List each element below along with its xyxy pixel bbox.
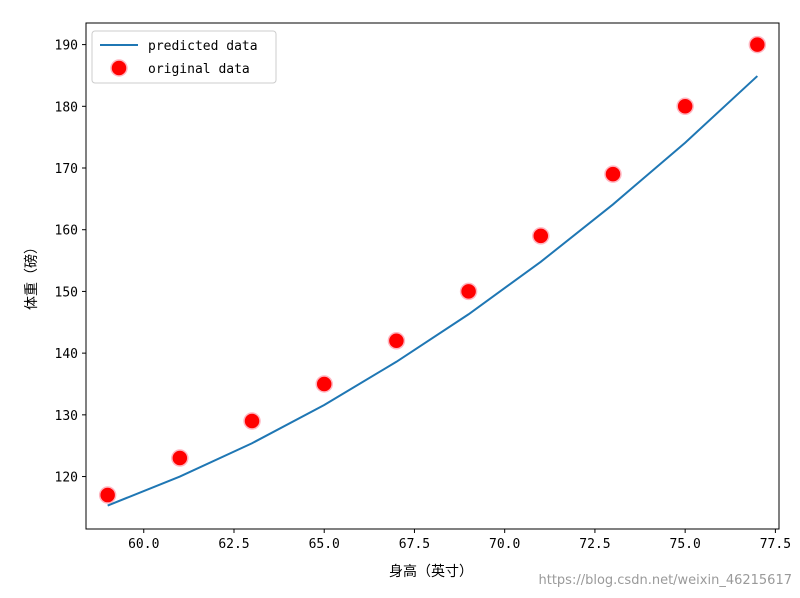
axes-frame <box>85 22 780 530</box>
x-axis: 60.0 62.5 65.0 67.5 70.0 72.5 75.0 77.5 <box>128 529 791 552</box>
legend-label-predicted: predicted data <box>148 39 258 54</box>
y-axis: 120 130 140 150 160 170 180 190 <box>55 39 86 486</box>
y-tick-label: 170 <box>55 162 78 177</box>
y-axis-label: 体重（磅） <box>23 240 40 310</box>
x-tick-label: 77.5 <box>760 537 791 552</box>
original-data-point <box>604 165 622 183</box>
predicted-data-line <box>107 75 759 507</box>
y-tick-label: 120 <box>55 471 78 486</box>
y-tick-label: 150 <box>55 285 78 300</box>
watermark: https://blog.csdn.net/weixin_46215617 <box>538 573 792 588</box>
legend: predicted data original data <box>91 30 277 84</box>
x-axis-label: 身高（英寸） <box>389 563 473 580</box>
y-tick-label: 160 <box>55 224 78 239</box>
x-tick-label: 65.0 <box>309 537 340 552</box>
original-data-point <box>748 35 767 54</box>
original-data-point <box>98 486 117 504</box>
legend-scatter-marker <box>110 59 128 77</box>
x-tick-label: 72.5 <box>579 537 610 552</box>
original-data-point <box>315 375 333 393</box>
x-tick-label: 70.0 <box>489 537 520 552</box>
original-data-point <box>171 449 189 467</box>
legend-label-original: original data <box>148 62 250 77</box>
original-data-point <box>532 227 550 245</box>
y-tick-label: 180 <box>55 100 78 115</box>
x-tick-label: 75.0 <box>670 537 701 552</box>
original-data-point <box>459 282 478 301</box>
y-tick-label: 140 <box>55 347 78 362</box>
plot-area <box>85 22 780 530</box>
original-data-point <box>676 97 694 116</box>
y-tick-label: 130 <box>55 409 78 424</box>
original-data-point <box>387 332 406 350</box>
x-tick-label: 60.0 <box>128 537 159 552</box>
x-tick-label: 67.5 <box>399 537 430 552</box>
y-tick-label: 190 <box>55 39 78 54</box>
original-data-point <box>243 412 261 430</box>
series-layer <box>98 35 767 507</box>
x-tick-label: 62.5 <box>218 537 249 552</box>
